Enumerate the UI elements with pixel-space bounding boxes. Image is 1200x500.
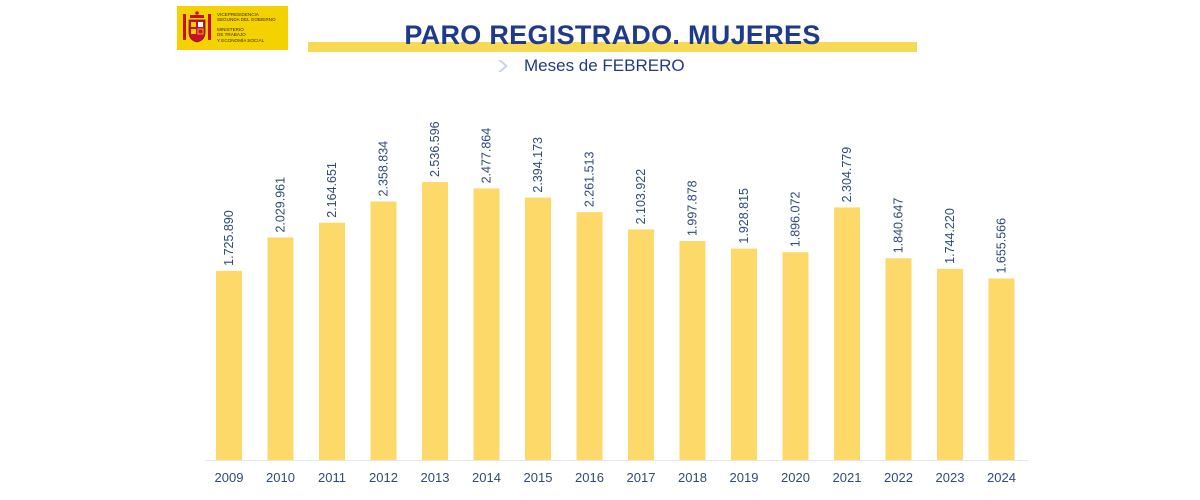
bar-2014 (473, 188, 500, 460)
x-tick-label-2024: 2024 (987, 470, 1016, 485)
bar-2013 (422, 182, 448, 460)
bar-2011 (319, 222, 345, 460)
bar-2018 (679, 241, 706, 460)
bar-2017 (628, 229, 654, 460)
bar-2023 (937, 268, 963, 460)
subtitle-row: Meses de FEBRERO (496, 55, 685, 77)
logo-line: VICEPRESIDENCIA (217, 12, 259, 17)
value-label-2013: 2.536.596 (428, 121, 442, 177)
bar-2010 (267, 237, 294, 460)
value-label-2015: 2.394.173 (531, 137, 545, 193)
x-tick-label-2022: 2022 (884, 470, 913, 485)
x-tick-label-2009: 2009 (215, 470, 244, 485)
bar-2019 (731, 248, 757, 460)
x-tick-label-2019: 2019 (730, 470, 759, 485)
value-label-2016: 2.261.513 (583, 151, 597, 207)
x-tick-label-2014: 2014 (472, 470, 501, 485)
value-label-2017: 2.103.922 (634, 169, 648, 225)
coat-of-arms-icon (183, 11, 211, 43)
value-label-2009: 1.725.890 (222, 210, 236, 266)
x-tick-label-2011: 2011 (318, 470, 346, 485)
x-tick-label-2010: 2010 (266, 470, 295, 485)
bar-2024 (988, 278, 1015, 460)
logo-text: VICEPRESIDENCIA SEGUNDA DEL GOBIERNO MIN… (217, 12, 285, 43)
bar-2009 (216, 270, 242, 460)
value-label-2022: 1.840.647 (892, 198, 906, 254)
chevron-right-icon (498, 60, 508, 72)
value-label-2020: 1.896.072 (789, 192, 803, 248)
value-label-2019: 1.928.815 (737, 188, 751, 244)
value-label-2014: 2.477.864 (480, 128, 494, 184)
value-label-2012: 2.358.834 (377, 141, 391, 197)
x-tick-label-2020: 2020 (781, 470, 810, 485)
x-tick-label-2016: 2016 (575, 470, 604, 485)
bar-2016 (576, 212, 603, 460)
bar-2015 (525, 197, 551, 460)
value-label-2021: 2.304.779 (840, 147, 854, 203)
chart-title: PARO REGISTRADO. MUJERES (404, 20, 821, 50)
logo-line: SEGUNDA DEL GOBIERNO (217, 17, 276, 23)
government-logo: VICEPRESIDENCIA SEGUNDA DEL GOBIERNO MIN… (177, 6, 288, 50)
logo-line: DE TRABAJO (217, 32, 246, 38)
bar-2012 (370, 201, 397, 461)
chart-subtitle: Meses de FEBRERO (524, 56, 685, 75)
x-tick-label-2018: 2018 (678, 470, 707, 485)
x-tick-label-2015: 2015 (524, 470, 553, 485)
x-tick-label-2017: 2017 (627, 470, 656, 485)
bar-2022 (885, 258, 912, 460)
value-label-2018: 1.997.878 (686, 180, 700, 236)
value-label-2010: 2.029.961 (274, 177, 288, 233)
x-tick-label-2021: 2021 (833, 470, 862, 485)
x-tick-label-2013: 2013 (421, 470, 450, 485)
title-underline-band (308, 42, 917, 52)
value-label-2011: 2.164.651 (325, 162, 339, 218)
logo-line: MINISTERIO (217, 26, 244, 32)
value-label-2023: 1.744.220 (943, 208, 957, 264)
bar-2021 (834, 207, 860, 460)
x-tick-label-2023: 2023 (936, 470, 965, 485)
logo-line: Y ECONOMÍA SOCIAL (217, 37, 265, 43)
bar-2020 (782, 252, 809, 460)
x-tick-label-2012: 2012 (369, 470, 398, 485)
value-label-2024: 1.655.566 (995, 218, 1009, 274)
